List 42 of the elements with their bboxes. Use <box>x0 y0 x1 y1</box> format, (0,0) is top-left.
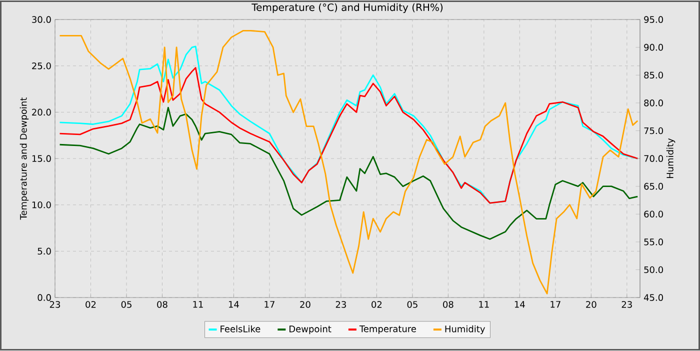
y2-axis-title: Humidity <box>666 138 676 178</box>
x-tick-label: 17 <box>264 301 274 308</box>
y2-tick-label: 55.0 <box>644 238 663 246</box>
y2-tick-label: 60.0 <box>644 210 663 218</box>
y2-tick-label: 90.0 <box>644 44 663 51</box>
x-tick-label: 23 <box>622 301 632 308</box>
chart-title: Temperature (°C) and Humidity (RH%) <box>252 4 443 14</box>
x-tick-label: 23 <box>336 301 346 308</box>
legend-label: FeelsLike <box>220 326 260 333</box>
legend-label: Humidity <box>445 326 485 334</box>
x-tick-label: 02 <box>372 301 382 308</box>
y2-tick-label: 50.0 <box>644 266 663 274</box>
y2-tick-label: 75.0 <box>644 128 663 134</box>
y2-tick-label: 45.0 <box>644 294 663 302</box>
x-tick-label: 17 <box>550 301 560 308</box>
y2-tick-label: 80.0 <box>644 100 663 107</box>
x-tick-label: 14 <box>514 301 525 308</box>
x-tick-label: 08 <box>443 301 454 308</box>
y2-tick-label: 95.0 <box>644 16 663 24</box>
y-tick-label: 25.0 <box>32 62 51 70</box>
x-tick-label: 20 <box>586 301 596 308</box>
x-tick-label: 08 <box>157 301 168 308</box>
y-tick-label: 10.0 <box>32 202 51 208</box>
y2-tick-label: 65.0 <box>644 183 663 190</box>
x-tick-label: 11 <box>479 301 489 308</box>
y-tick-label: 30.0 <box>32 16 51 24</box>
legend-label: Dewpoint <box>290 326 332 334</box>
x-tick-label: 14 <box>228 301 239 308</box>
y-axis-title: Temperature and Dewpoint <box>20 98 29 220</box>
x-tick-label: 02 <box>86 301 96 308</box>
x-tick-label: 23 <box>50 301 60 308</box>
y-tick-label: 15.0 <box>32 155 51 162</box>
y-tick-label: 5.0 <box>38 248 51 255</box>
y-tick-label: 0.0 <box>38 294 51 302</box>
x-tick-label: 20 <box>300 301 310 308</box>
y2-tick-label: 85.0 <box>644 72 663 79</box>
y-tick-label: 20.0 <box>32 109 51 116</box>
x-tick-label: 05 <box>121 301 132 308</box>
legend-label: Temperature <box>359 326 416 334</box>
x-tick-label: 05 <box>407 301 418 308</box>
x-tick-label: 11 <box>193 301 203 308</box>
y2-tick-label: 70.0 <box>644 155 663 162</box>
